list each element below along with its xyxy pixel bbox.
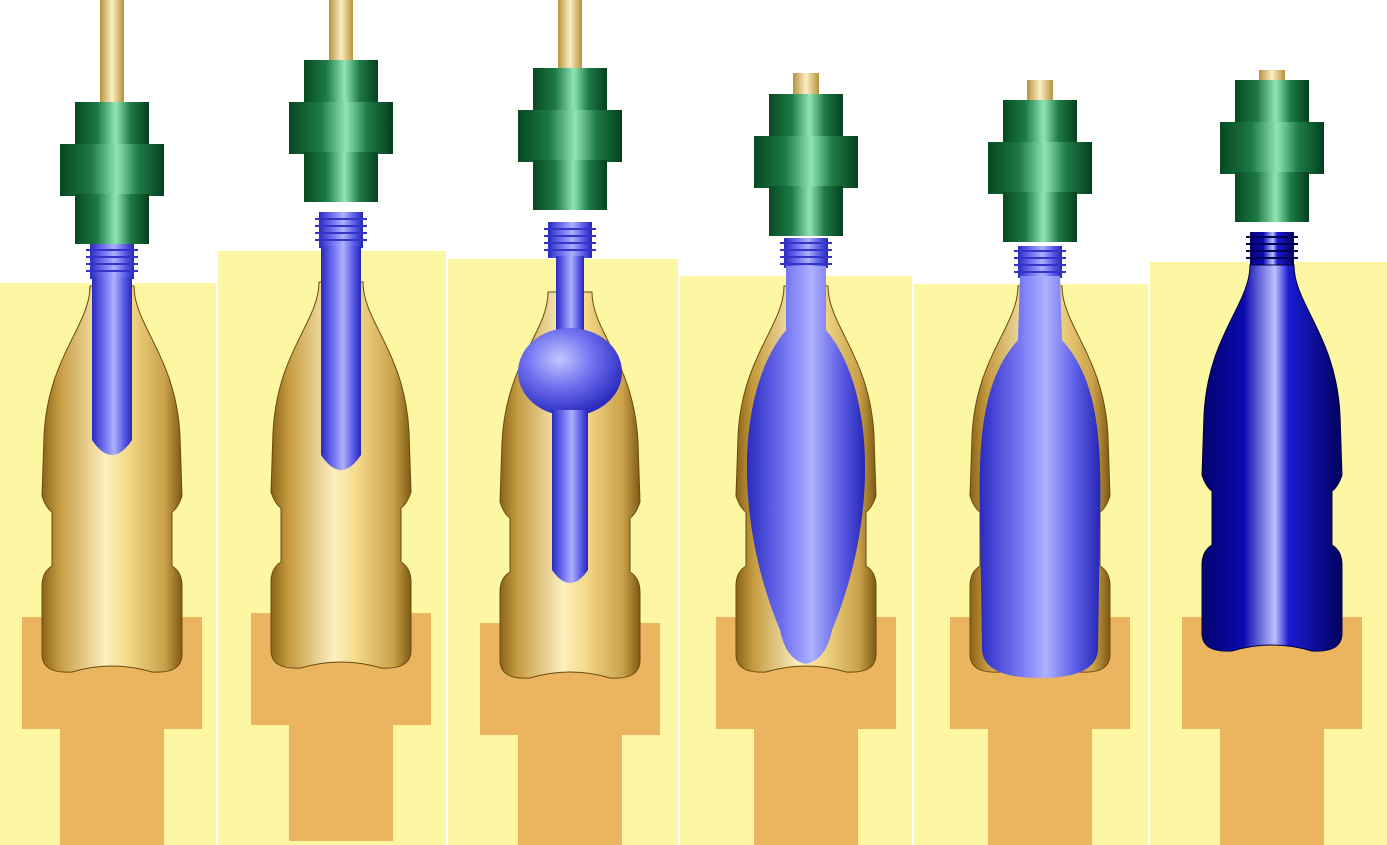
nozzle-collar <box>518 110 622 162</box>
mold-base-stem <box>754 700 858 845</box>
nozzle-collar <box>60 144 164 196</box>
stage-5-panel <box>914 80 1148 845</box>
mold-base-stem <box>988 700 1092 845</box>
thread-ring <box>1246 250 1298 252</box>
thread-ring <box>544 249 596 251</box>
thread-ring <box>86 270 138 272</box>
thread-ring <box>315 218 367 220</box>
preform-body <box>92 277 132 455</box>
stage-4-panel <box>680 73 912 845</box>
mold-cavity <box>270 281 412 669</box>
mold-base-stem <box>518 706 622 845</box>
nozzle-collar <box>754 136 858 188</box>
thread-ring <box>1246 243 1298 245</box>
thread-ring <box>1014 257 1066 259</box>
nozzle-collar <box>1220 122 1324 174</box>
thread-ring <box>315 225 367 227</box>
thread-ring <box>780 256 832 258</box>
thread-ring <box>1014 250 1066 252</box>
preform-neck <box>90 243 134 279</box>
near-full-bottle <box>979 276 1101 678</box>
preform-body <box>321 246 361 470</box>
mold-base-stem <box>289 696 393 841</box>
nozzle-top <box>75 102 149 146</box>
spindle-bubble <box>746 266 866 664</box>
nozzle-top <box>1003 100 1077 144</box>
rod-stub <box>793 73 819 98</box>
thread-ring <box>86 256 138 258</box>
thread-ring <box>86 263 138 265</box>
ball-bubble <box>518 328 622 416</box>
bubble-neck <box>556 256 584 336</box>
preform-tail <box>552 410 588 583</box>
stage-1-panel <box>0 0 216 845</box>
thread-ring <box>780 263 832 265</box>
thread-ring <box>1014 271 1066 273</box>
thread-ring <box>1014 264 1066 266</box>
thread-ring <box>544 228 596 230</box>
thread-ring <box>780 242 832 244</box>
nozzle-bottom <box>533 160 607 210</box>
preform-neck <box>548 222 592 258</box>
stage-6-panel <box>1150 70 1387 845</box>
mold-cavity <box>41 285 183 673</box>
mold-base-stem <box>60 700 164 845</box>
thread-ring <box>544 235 596 237</box>
nozzle-top <box>769 94 843 138</box>
nozzle-bottom <box>75 194 149 244</box>
thread-ring <box>780 249 832 251</box>
thread-ring <box>544 242 596 244</box>
thread-ring <box>315 239 367 241</box>
stretch-rod <box>100 0 124 106</box>
nozzle-top <box>1235 80 1309 124</box>
nozzle-bottom <box>1235 172 1309 222</box>
preform-neck <box>319 212 363 248</box>
nozzle-bottom <box>769 186 843 236</box>
nozzle-bottom <box>304 152 378 202</box>
stretch-rod <box>558 0 582 72</box>
nozzle-collar <box>988 142 1092 194</box>
thread-ring <box>1246 236 1298 238</box>
mold-base-stem <box>1220 700 1324 845</box>
stage-3-panel <box>448 0 678 845</box>
thread-ring <box>315 232 367 234</box>
nozzle-top <box>533 68 607 112</box>
nozzle-bottom <box>1003 192 1077 242</box>
nozzle-top <box>304 60 378 104</box>
nozzle-collar <box>289 102 393 154</box>
thread-ring <box>1246 257 1298 259</box>
thread-ring <box>86 249 138 251</box>
final-bottle <box>1201 264 1343 652</box>
stretch-rod <box>329 0 353 64</box>
stage-2-panel <box>218 0 446 845</box>
